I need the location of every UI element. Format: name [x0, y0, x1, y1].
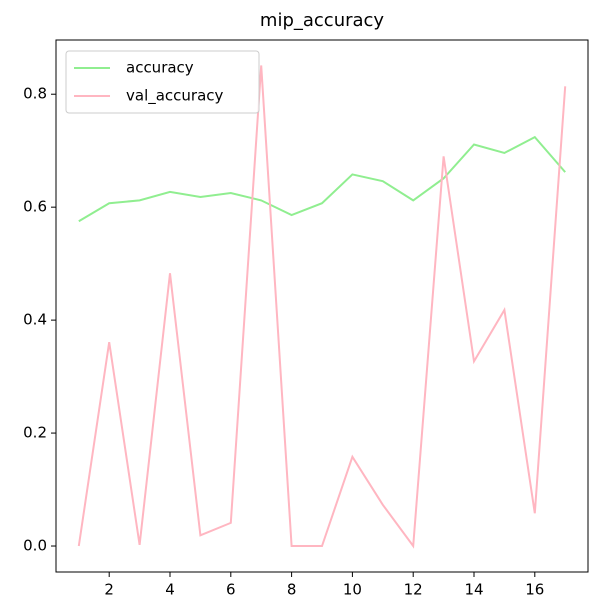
y-tick-label: 0.4 — [23, 311, 47, 329]
legend-label: accuracy — [126, 59, 194, 77]
series-line — [77, 65, 567, 549]
chart-title: mip_accuracy — [260, 10, 385, 31]
series-line — [78, 135, 566, 223]
x-tick-label: 12 — [404, 581, 423, 599]
x-tick-label: 4 — [165, 581, 175, 599]
legend-label: val_accuracy — [126, 87, 224, 106]
y-tick-label: 0.8 — [23, 85, 47, 103]
plot-frame — [55, 39, 589, 573]
x-tick-label: 2 — [104, 581, 114, 599]
legend-box — [65, 50, 260, 114]
x-tick-label: 6 — [226, 581, 236, 599]
x-tick-label: 8 — [287, 581, 297, 599]
x-tick-label: 16 — [525, 581, 544, 599]
y-tick-label: 0.0 — [23, 537, 47, 555]
x-tick-label: 14 — [464, 581, 483, 599]
y-tick-label: 0.6 — [23, 198, 47, 216]
y-tick-label: 0.2 — [23, 424, 47, 442]
x-tick-label: 10 — [343, 581, 362, 599]
